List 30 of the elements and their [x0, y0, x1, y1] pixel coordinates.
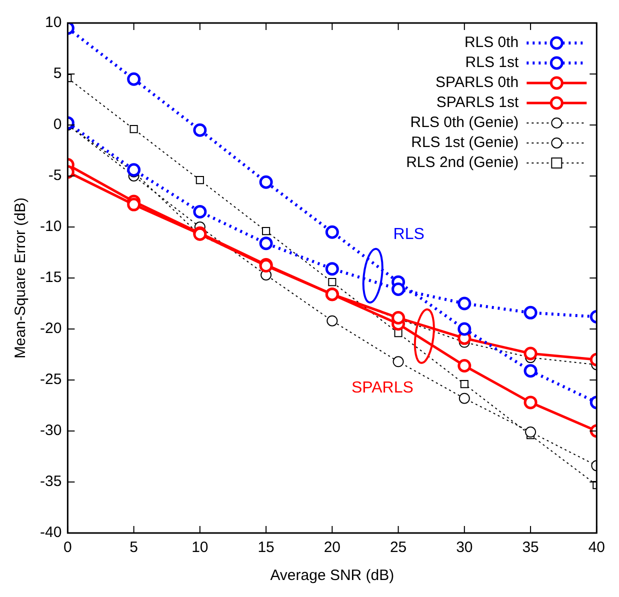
legend-label: RLS 1st (Genie) — [411, 134, 519, 152]
x-tick-label: 15 — [258, 539, 274, 556]
legend-label: SPARLS 1st — [436, 94, 520, 112]
legend-label: RLS 0th (Genie) — [410, 114, 519, 132]
y-axis-title: Mean-Square Error (dB) — [12, 198, 30, 358]
y-tick-label: -15 — [40, 269, 62, 286]
legend-label: SPARLS 0th — [436, 74, 519, 92]
x-tick-label: 5 — [130, 539, 138, 556]
y-tick-label: -40 — [40, 524, 62, 542]
x-tick-label: 20 — [324, 539, 341, 556]
annotation: RLS — [393, 226, 424, 244]
y-tick-label: -35 — [40, 473, 62, 490]
y-tick-label: -5 — [48, 167, 62, 184]
y-tick-label: 5 — [53, 65, 62, 82]
y-tick-label: -30 — [40, 422, 62, 440]
x-tick-label: 10 — [192, 539, 208, 556]
annotation: SPARLS — [351, 380, 414, 397]
x-tick-label: 25 — [390, 539, 407, 556]
x-tick-label: 30 — [456, 539, 473, 556]
x-tick-label: 35 — [522, 539, 539, 556]
x-tick-label: 40 — [588, 539, 605, 556]
x-axis-title: Average SNR (dB) — [270, 567, 394, 584]
legend-label: RLS 2nd (Genie) — [406, 154, 519, 172]
y-tick-label: 10 — [44, 14, 62, 32]
y-tick-label: -25 — [40, 371, 62, 388]
legend-label: RLS 0th — [464, 34, 519, 52]
legend-label: RLS 1st — [465, 54, 520, 72]
y-tick-label: -10 — [40, 218, 62, 236]
y-tick-label: 0 — [53, 116, 62, 134]
y-tick-label: -20 — [40, 320, 62, 338]
